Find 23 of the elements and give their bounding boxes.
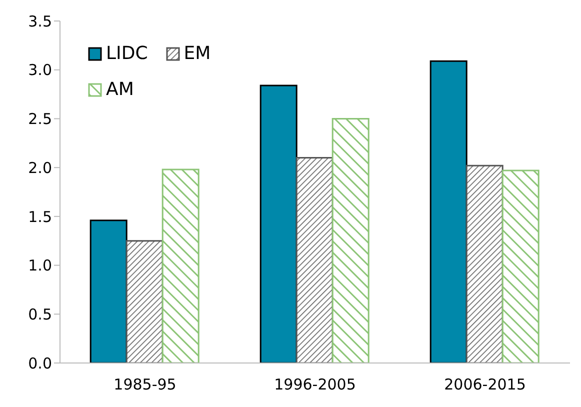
bar [90, 220, 128, 363]
bar [502, 170, 540, 363]
y-tick-label: 2.5 [28, 110, 52, 128]
bar [162, 168, 200, 363]
y-tick-label: 2.0 [28, 158, 52, 177]
legend-label: AM [106, 78, 134, 102]
y-tick-label: 1.5 [28, 208, 52, 226]
x-tick-label: 2006-2015 [444, 376, 526, 394]
y-tick-label: 3.5 [28, 12, 52, 30]
bar [430, 60, 468, 363]
bar [126, 240, 164, 363]
bar [260, 84, 298, 363]
legend-label: EM [184, 42, 211, 66]
bar [466, 164, 504, 363]
y-tick-label: 1.0 [28, 256, 52, 275]
x-tick-label: 1996-2005 [274, 376, 356, 394]
y-tick-label: 0.5 [28, 305, 52, 324]
y-tick-label: 0.0 [28, 354, 52, 372]
bar [332, 118, 370, 363]
legend-label: LIDC [106, 42, 148, 66]
bar [296, 157, 334, 363]
x-tick-label: 1985-95 [114, 376, 176, 394]
y-tick-label: 3.0 [28, 61, 52, 80]
